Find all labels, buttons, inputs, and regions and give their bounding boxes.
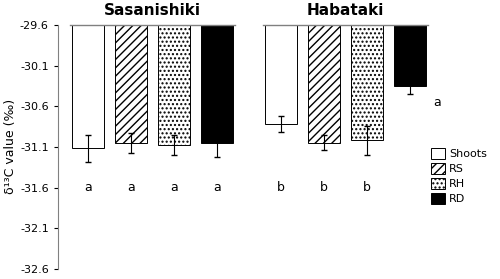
Bar xyxy=(200,25,233,143)
Bar xyxy=(114,25,147,143)
Text: Sasanishiki: Sasanishiki xyxy=(104,3,201,18)
Bar xyxy=(394,25,426,86)
Bar xyxy=(265,25,297,124)
Text: b: b xyxy=(363,181,371,194)
Text: b: b xyxy=(320,181,328,194)
Text: a: a xyxy=(170,181,177,194)
Bar xyxy=(308,25,340,143)
Text: a: a xyxy=(127,181,134,194)
Bar xyxy=(158,25,190,145)
Bar xyxy=(351,25,383,140)
Legend: Shoots, RS, RH, RD: Shoots, RS, RH, RD xyxy=(428,145,490,208)
Text: b: b xyxy=(277,181,285,194)
Text: a: a xyxy=(84,181,92,194)
Bar xyxy=(72,25,104,148)
Y-axis label: δ¹³C value (‰): δ¹³C value (‰) xyxy=(4,99,17,194)
Text: a: a xyxy=(213,181,220,194)
Text: Habataki: Habataki xyxy=(307,3,384,18)
Text: a: a xyxy=(434,96,442,109)
